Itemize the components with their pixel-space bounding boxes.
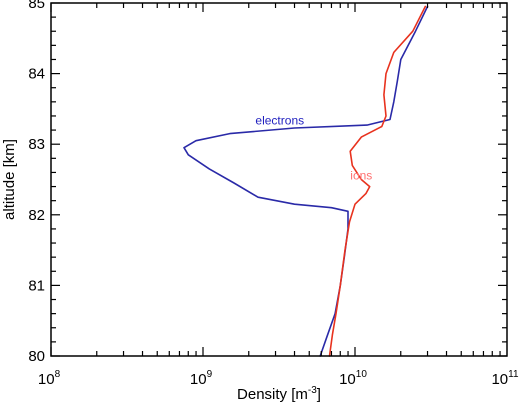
x-tick-label: 109 [190, 369, 213, 388]
annotation-ions: ions [350, 169, 372, 183]
y-tick-label: 80 [28, 348, 45, 365]
x-axis-title: Density [m-3] [237, 385, 321, 403]
y-tick-label: 82 [28, 207, 45, 224]
x-tick-label: 1010 [339, 369, 367, 388]
y-tick-label: 84 [28, 66, 45, 83]
ticks-layer [50, 2, 507, 357]
annotation-electrons: electrons [255, 113, 304, 127]
labels-layer: 108 109 1010 1011 80 81 82 83 84 85 electrons ions [28, 0, 519, 388]
plot-frame [50, 2, 508, 357]
y-axis-title: altitude [km] [1, 139, 18, 220]
series-layer [183, 5, 429, 357]
x-tick-label: 1011 [491, 369, 519, 388]
y-tick-label: 81 [28, 277, 45, 294]
series-line-ions [328, 5, 427, 357]
y-tick-label: 85 [28, 0, 45, 12]
y-tick-label: 83 [28, 136, 45, 153]
x-tick-label: 108 [38, 369, 61, 388]
